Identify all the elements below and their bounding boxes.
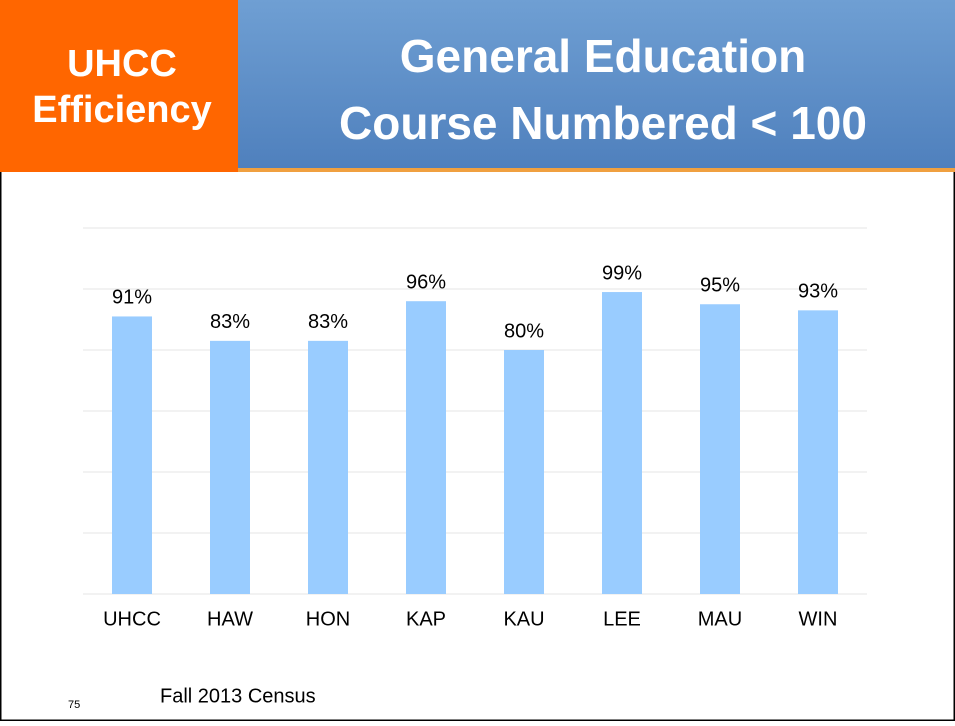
x-tick-label: KAU [503, 608, 544, 630]
x-tick-label: HAW [207, 608, 253, 630]
x-tick-label: WIN [799, 608, 838, 630]
slide-title: General Education [400, 30, 806, 82]
bar [602, 292, 642, 594]
x-tick-label: MAU [698, 608, 742, 630]
data-label: 83% [308, 311, 348, 333]
bar [504, 350, 544, 594]
x-tick-label: HON [306, 608, 350, 630]
badge-text: UHCC [67, 43, 177, 85]
page-number: 75 [68, 699, 80, 711]
bar [406, 301, 446, 594]
header-band [238, 0, 955, 168]
bar [700, 304, 740, 594]
data-label: 93% [798, 281, 838, 303]
data-label: 80% [504, 320, 544, 342]
data-label: 99% [602, 262, 642, 284]
badge-text: Efficiency [32, 89, 212, 131]
data-label: 95% [700, 275, 740, 297]
x-tick-label: LEE [603, 608, 641, 630]
data-label: 96% [406, 271, 446, 293]
data-label: 83% [210, 311, 250, 333]
source-note: Fall 2013 Census [160, 685, 316, 707]
header-badge [0, 0, 238, 172]
bar [112, 316, 152, 594]
x-tick-label: KAP [406, 608, 446, 630]
bar [798, 310, 838, 594]
bar [308, 340, 348, 594]
slide-title: Course Numbered < 100 [339, 97, 867, 149]
x-tick-label: UHCC [103, 608, 161, 630]
bar [210, 340, 250, 594]
header-underline [238, 168, 955, 172]
data-label: 91% [112, 287, 152, 309]
